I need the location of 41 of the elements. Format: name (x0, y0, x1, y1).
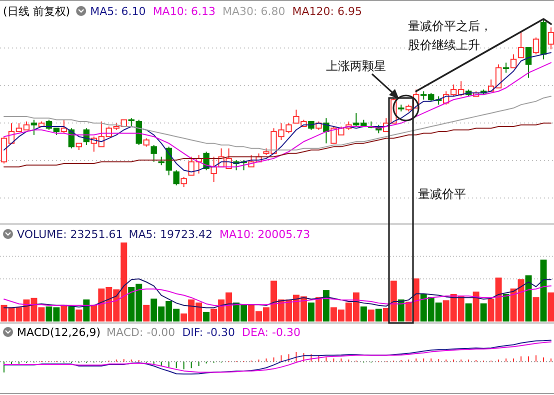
chart-title: VOLUME: 23251.61 (17, 228, 123, 241)
text: MA5: 19723.42 (128, 228, 212, 241)
bar (83, 299, 90, 322)
annotation: 量减价平之后， (408, 19, 492, 33)
bar (472, 292, 480, 322)
text: MA5: 6.10 (90, 5, 146, 18)
text: MA30: 6.80 (222, 5, 286, 18)
text: DIF: -0.30 (182, 326, 236, 339)
bar (375, 308, 382, 322)
bar (390, 280, 397, 322)
candlestick (548, 26, 554, 50)
bar (68, 306, 75, 322)
bar (525, 275, 532, 322)
series-label: DEA: -0.30 (242, 326, 300, 339)
bar (532, 297, 540, 322)
text: MA120: 6.95 (292, 5, 362, 18)
bar (322, 290, 330, 322)
text: MA10: 6.13 (152, 5, 216, 18)
bar (465, 303, 472, 322)
chart-title: (日线 前复权) (3, 5, 70, 18)
bar (360, 306, 367, 322)
bar (60, 304, 68, 322)
bar (143, 304, 150, 322)
bar (480, 303, 487, 322)
annotation: 上涨两颗星 (326, 59, 386, 73)
candlestick (210, 156, 217, 182)
bar (548, 292, 554, 322)
annotation: 股价继续上升 (408, 38, 480, 52)
bar (308, 302, 314, 322)
bar (540, 260, 547, 322)
bar (405, 302, 412, 322)
bar (315, 297, 322, 322)
bar (502, 294, 510, 322)
bar (368, 310, 374, 322)
bar (76, 310, 82, 322)
text: MA10: 20005.73 (219, 228, 310, 241)
series-label: MACD: -0.00 (106, 326, 176, 339)
bar (203, 312, 210, 322)
annotation: 量减价平 (418, 187, 466, 201)
chart-title: MACD(12,26,9) (17, 326, 101, 339)
bar (398, 299, 404, 322)
